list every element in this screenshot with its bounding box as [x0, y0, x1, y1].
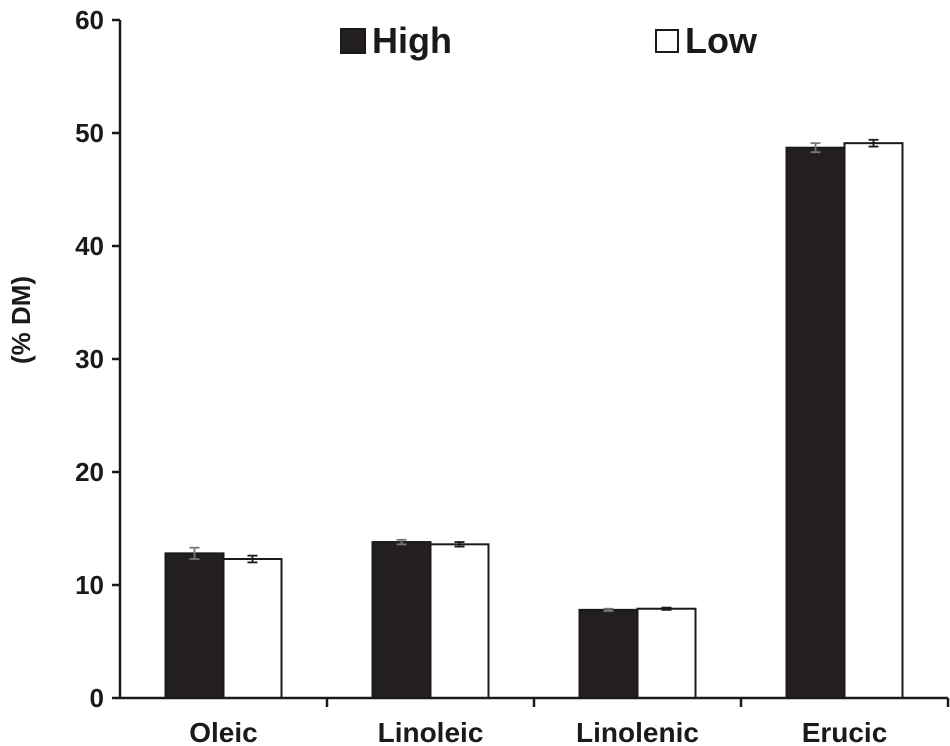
legend-swatch-high — [340, 28, 366, 54]
category-label: Linoleic — [378, 717, 484, 746]
bar-low-linoleic — [429, 543, 490, 699]
y-tick-label: 50 — [75, 118, 104, 148]
legend-swatch-low — [655, 29, 679, 53]
bars-group — [164, 142, 904, 700]
legend: High Low — [340, 20, 758, 61]
x-axis-ticks — [325, 698, 950, 707]
y-tick-label: 30 — [75, 344, 104, 374]
y-tick-label: 0 — [90, 683, 104, 713]
category-label: Erucic — [802, 717, 888, 746]
legend-label-high: High — [372, 20, 452, 61]
category-label: Linolenic — [576, 717, 699, 746]
bar-low-linolenic — [636, 607, 697, 699]
y-tick-label: 10 — [75, 570, 104, 600]
bar-high-linolenic — [578, 608, 639, 699]
category-label: Oleic — [189, 717, 257, 746]
y-axis-ticks: 0 10 20 30 40 50 60 — [75, 5, 120, 713]
bar-high-linoleic — [371, 541, 432, 699]
category-labels: Oleic Linoleic Linolenic Erucic — [189, 717, 887, 746]
y-axis-title: (% DM) — [6, 276, 36, 364]
bar-low-oleic — [222, 558, 283, 700]
y-tick-label: 20 — [75, 457, 104, 487]
bar-high-erucic — [785, 146, 846, 699]
bar-low-erucic — [843, 142, 904, 700]
bar-high-oleic — [164, 552, 225, 699]
y-tick-label: 60 — [75, 5, 104, 35]
y-tick-label: 40 — [75, 231, 104, 261]
error-bars-group — [189, 138, 879, 612]
legend-label-low: Low — [685, 20, 758, 61]
